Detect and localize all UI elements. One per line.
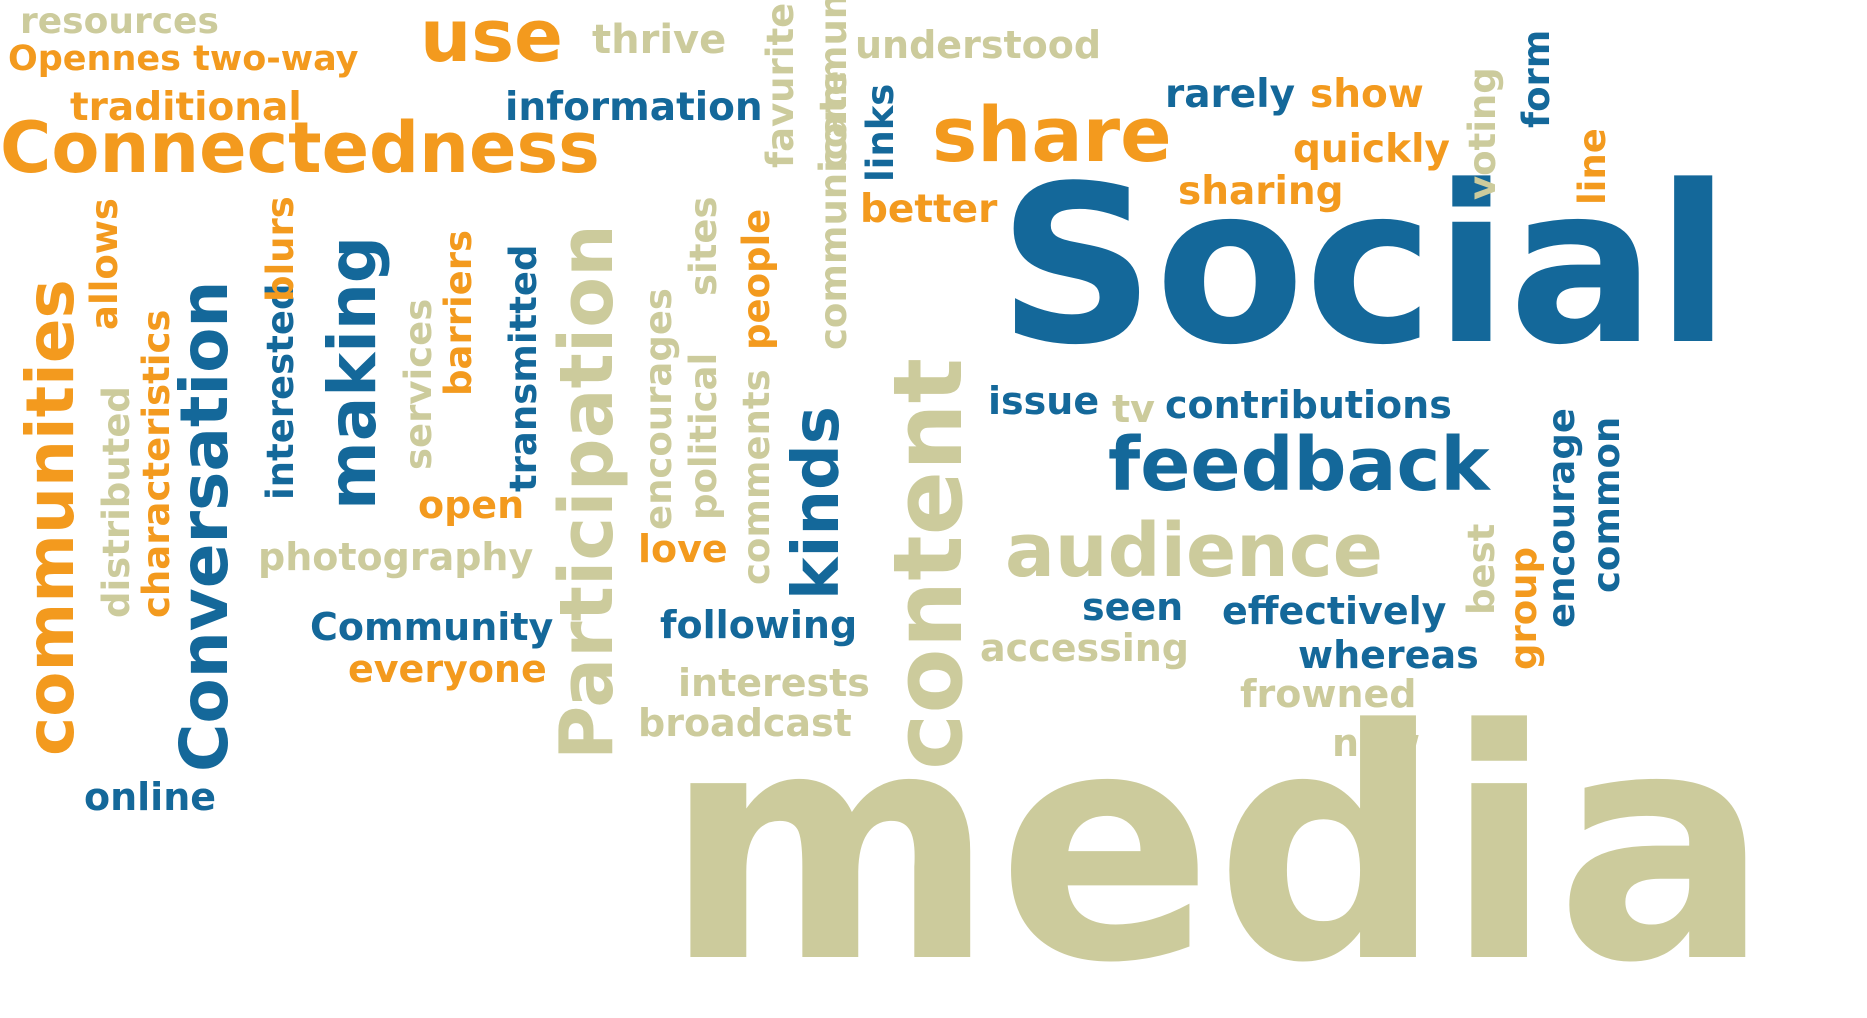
word-comments: comments <box>735 369 778 585</box>
word-group: group <box>1502 547 1545 670</box>
word-contributions: contributions <box>1165 383 1452 427</box>
word-everyone: everyone <box>348 647 547 691</box>
word-seen: seen <box>1082 585 1184 629</box>
word-information: information <box>505 85 763 130</box>
word-political: political <box>682 352 725 520</box>
word-resources: resources <box>20 1 219 42</box>
word-interests: interests <box>678 661 870 705</box>
word-encourage: encourage <box>1540 408 1583 628</box>
word-barriers: barriers <box>437 230 480 396</box>
word-online: online <box>84 775 217 819</box>
word-social: Social <box>998 140 1731 393</box>
word-feedback: feedback <box>1108 422 1490 508</box>
word-best: best <box>1460 523 1503 615</box>
word-following: following <box>660 603 858 647</box>
word-community: Community <box>310 605 554 649</box>
word-sites: sites <box>682 196 725 296</box>
word-whereas: whereas <box>1298 633 1479 677</box>
word-open: open <box>418 483 525 527</box>
word-conversation: Conversation <box>166 280 243 772</box>
word-opennes-two-way: Opennes two-way <box>8 39 359 79</box>
word-form: form <box>1515 29 1558 128</box>
word-blurs: blurs <box>259 196 302 302</box>
word-services: services <box>397 298 440 470</box>
word-show: show <box>1310 72 1424 117</box>
word-transmitted: transmitted <box>502 244 545 492</box>
word-people: people <box>735 208 778 350</box>
word-making: making <box>314 235 391 510</box>
word-issue: issue <box>988 379 1100 423</box>
word-quickly: quickly <box>1293 127 1450 172</box>
word-frowned: frowned <box>1240 672 1417 716</box>
word-distributed: distributed <box>95 386 138 618</box>
word-kinds: kinds <box>780 406 854 600</box>
word-links: links <box>859 83 902 182</box>
word-accessing: accessing <box>980 626 1189 670</box>
word-thrive: thrive <box>592 17 727 63</box>
word-allows: allows <box>83 198 126 330</box>
word-line: line <box>1571 128 1614 205</box>
word-better: better <box>860 187 998 232</box>
word-interested: interested <box>259 283 302 500</box>
word-encourages: encourages <box>637 288 680 530</box>
word-common: common <box>1585 416 1628 593</box>
word-photography: photography <box>258 535 534 579</box>
word-communities: communities <box>12 279 89 756</box>
word-media: media <box>664 662 1773 1018</box>
word-new: new <box>1332 721 1420 765</box>
word-effectively: effectively <box>1222 589 1447 633</box>
word-use: use <box>420 0 563 78</box>
word-participation: Participation <box>544 224 630 760</box>
word-voting: voting <box>1461 67 1504 200</box>
word-communicate-mid: communicate <box>812 70 855 350</box>
word-traditional: traditional <box>70 85 302 130</box>
word-connectedness: Connectedness <box>0 107 600 189</box>
word-love: love <box>638 527 728 571</box>
word-sharing: sharing <box>1178 169 1344 214</box>
word-rarely: rarely <box>1165 72 1296 117</box>
word-tv: tv <box>1112 387 1155 431</box>
word-audience: audience <box>1005 508 1383 594</box>
word-share: share <box>932 90 1172 179</box>
word-understood: understood <box>855 23 1102 67</box>
word-broadcast: broadcast <box>638 701 852 745</box>
word-favurite: favurite <box>759 2 802 168</box>
